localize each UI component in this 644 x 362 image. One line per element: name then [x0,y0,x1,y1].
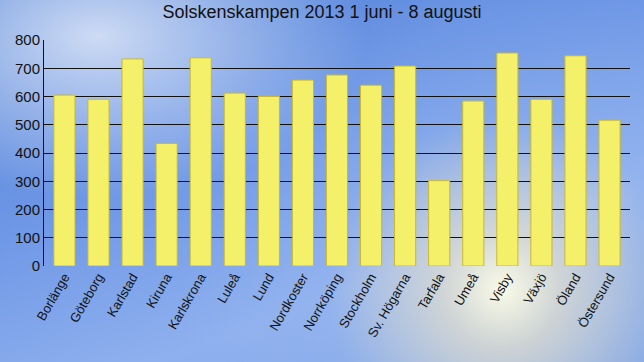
svg-text:Solskenskampen 2013 1 juni - 8: Solskenskampen 2013 1 juni - 8 augusti [162,2,481,22]
svg-text:Lund: Lund [250,271,277,304]
svg-text:Norrköping: Norrköping [300,271,345,334]
svg-text:Karlstad: Karlstad [104,271,141,320]
svg-text:400: 400 [15,144,40,161]
svg-text:Karlskrona: Karlskrona [165,270,209,332]
svg-text:Växjö: Växjö [520,271,549,307]
svg-text:600: 600 [15,88,40,105]
svg-text:Sv. Högarna: Sv. Högarna [365,270,414,340]
svg-text:Luleå: Luleå [214,270,243,306]
svg-text:Umeå: Umeå [451,270,482,308]
svg-text:Visby: Visby [487,270,516,305]
svg-text:Östersund: Östersund [575,271,618,330]
svg-text:100: 100 [15,229,40,246]
svg-text:200: 200 [15,201,40,218]
svg-text:Nordkoster: Nordkoster [266,270,311,333]
svg-text:Göteborg: Göteborg [67,271,107,325]
svg-text:0: 0 [32,257,40,274]
svg-text:Öland: Öland [553,271,583,309]
svg-text:Borlänge: Borlänge [34,271,73,324]
svg-text:Stockholm: Stockholm [336,271,379,331]
svg-text:Tarfala: Tarfala [415,270,448,312]
svg-text:500: 500 [15,116,40,133]
svg-text:Kiruna: Kiruna [143,270,175,311]
svg-text:300: 300 [15,173,40,190]
svg-text:700: 700 [15,60,40,77]
svg-text:800: 800 [15,31,40,48]
